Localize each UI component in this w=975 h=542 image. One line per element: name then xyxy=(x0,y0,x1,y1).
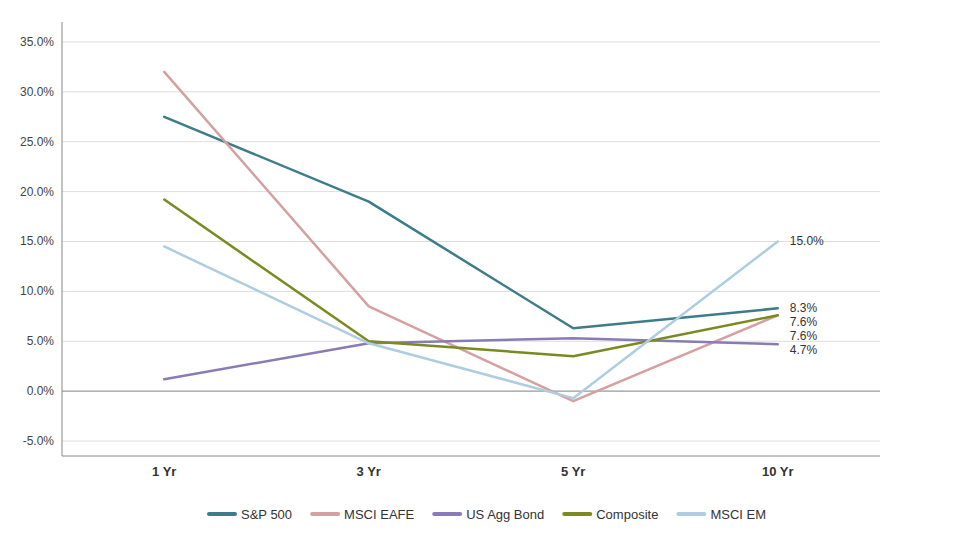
x-tick-label: 5 Yr xyxy=(561,464,585,479)
y-tick-label: -5.0% xyxy=(23,434,55,448)
y-tick-label: 10.0% xyxy=(20,284,54,298)
annotation: 15.0% xyxy=(790,234,824,248)
lines xyxy=(164,72,778,401)
legend: S&P 500 MSCI EAFE US Agg Bond Composite MSCI… xyxy=(209,507,766,522)
legend-label: S&P 500 xyxy=(241,507,292,522)
grid-line xyxy=(62,241,880,242)
x-axis: 1 Yr 3 Yr 5 Yr 10 Yr xyxy=(152,464,793,479)
legend-swatch xyxy=(564,512,590,516)
annotation: 8.3% xyxy=(790,301,818,315)
y-axis-line xyxy=(62,22,63,456)
series-line xyxy=(164,241,778,398)
legend-item: US Agg Bond xyxy=(434,507,544,522)
y-tick-label: 0.0% xyxy=(27,384,55,398)
legend-swatch xyxy=(312,512,338,516)
chart: -5.0% 0.0% 5.0% 10.0% 15.0% 20.0% 25.0% 30.0% 35… xyxy=(0,0,975,542)
legend-label: MSCI EAFE xyxy=(344,507,414,522)
grid-line xyxy=(62,41,880,42)
x-tick-label: 3 Yr xyxy=(357,464,381,479)
legend-item: Composite xyxy=(564,507,658,522)
annotation: 7.6% xyxy=(790,315,818,329)
grid-line xyxy=(62,441,880,442)
annotation: 4.7% xyxy=(790,343,818,357)
legend-item: MSCI EAFE xyxy=(312,507,414,522)
x-tick-label: 10 Yr xyxy=(762,464,794,479)
y-tick-label: 5.0% xyxy=(27,334,55,348)
grid-line xyxy=(62,191,880,192)
series-line xyxy=(164,117,778,329)
y-axis: -5.0% 0.0% 5.0% 10.0% 15.0% 20.0% 25.0% 30.0% 35… xyxy=(20,22,880,456)
legend-swatch xyxy=(678,512,704,516)
series-line xyxy=(164,72,778,401)
legend-label: Composite xyxy=(596,507,658,522)
series-line xyxy=(164,338,778,379)
y-tick-label: 35.0% xyxy=(20,35,54,49)
series-line xyxy=(164,200,778,357)
legend-item: S&P 500 xyxy=(209,507,292,522)
x-axis-line xyxy=(62,456,880,457)
legend-label: MSCI EM xyxy=(710,507,766,522)
grid-line xyxy=(62,91,880,92)
annotations: 15.0%8.3%7.6%7.6%4.7% xyxy=(790,234,824,357)
grid xyxy=(62,42,880,441)
y-tick-label: 25.0% xyxy=(20,135,54,149)
y-tick-label: 15.0% xyxy=(20,234,54,248)
legend-swatch xyxy=(209,512,235,516)
grid-line xyxy=(62,391,880,392)
grid-line xyxy=(62,291,880,292)
legend-item: MSCI EM xyxy=(678,507,766,522)
legend-label: US Agg Bond xyxy=(466,507,544,522)
annotation: 7.6% xyxy=(790,329,818,343)
x-tick-label: 1 Yr xyxy=(152,464,176,479)
y-tick-label: 30.0% xyxy=(20,85,54,99)
grid-line xyxy=(62,141,880,142)
y-tick-label: 20.0% xyxy=(20,185,54,199)
legend-swatch xyxy=(434,512,460,516)
